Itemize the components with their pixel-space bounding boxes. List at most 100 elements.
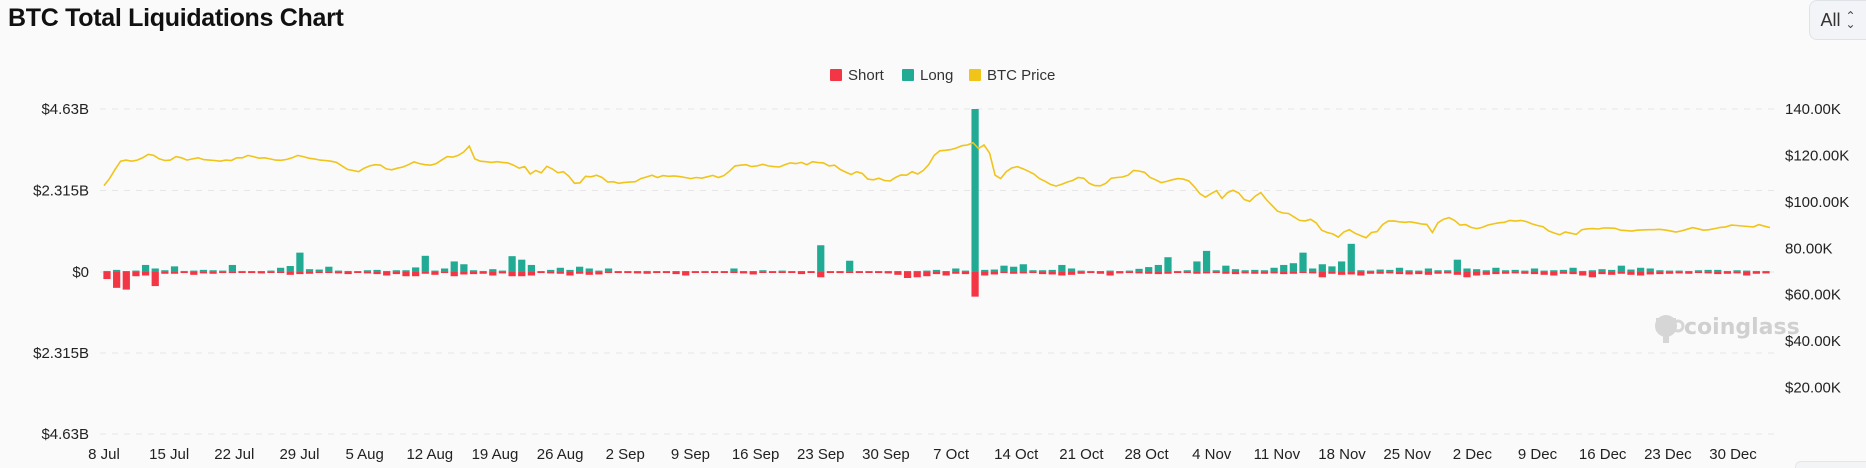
short-bar — [1559, 272, 1568, 274]
short-bar — [1010, 272, 1018, 274]
short-bar — [1714, 272, 1722, 275]
page-title: BTC Total Liquidations Chart — [8, 4, 344, 32]
short-bar — [1309, 272, 1317, 274]
short-bar — [1444, 272, 1452, 274]
long-bar — [238, 270, 246, 272]
short-bar — [219, 272, 227, 274]
liquidation-bars — [103, 109, 1770, 297]
long-bar — [1530, 268, 1539, 272]
long-bar — [1608, 269, 1616, 272]
short-bar — [566, 272, 574, 276]
y-left-tick: $4.63B — [41, 426, 89, 443]
short-bar — [1145, 272, 1153, 274]
short-bar — [749, 272, 757, 275]
short-bar — [778, 272, 786, 273]
short-bar — [1656, 272, 1664, 275]
short-bar — [797, 272, 806, 275]
short-bar — [1164, 272, 1172, 274]
short-bar — [865, 272, 873, 273]
long-bar — [460, 264, 468, 272]
short-bar — [305, 272, 314, 274]
chart-legend[interactable]: Short Long BTC Price — [830, 67, 1055, 84]
x-tick: 26 Aug — [537, 446, 584, 463]
long-bar — [1598, 269, 1606, 272]
short-bar — [604, 272, 613, 274]
long-bar — [199, 269, 208, 272]
long-bar — [1328, 266, 1336, 272]
long-bar — [846, 260, 854, 272]
short-bar — [624, 272, 632, 274]
short-bar — [952, 272, 960, 274]
long-bar — [1492, 267, 1500, 272]
short-bar — [315, 272, 323, 274]
long-bar — [1704, 269, 1712, 272]
short-bar — [1038, 272, 1047, 275]
long-bar — [469, 270, 478, 272]
long-bar — [739, 271, 748, 272]
x-tick: 16 Dec — [1579, 446, 1627, 463]
long-bar — [875, 271, 883, 272]
short-bar — [1540, 272, 1548, 275]
short-bar — [1280, 272, 1288, 275]
long-bar — [720, 271, 728, 272]
long-bar — [1337, 261, 1346, 272]
short-bar — [537, 272, 545, 274]
short-bar — [141, 272, 150, 276]
long-bar — [807, 271, 815, 272]
x-tick: 15 Jul — [149, 446, 189, 463]
long-bar — [286, 266, 294, 272]
long-bar — [1646, 268, 1654, 272]
watermark-text: coinglass — [1684, 315, 1800, 340]
x-tick: 4 Nov — [1192, 446, 1232, 463]
short-bar — [1087, 272, 1095, 274]
short-bar — [1598, 272, 1606, 275]
short-bar — [498, 272, 507, 274]
long-bar — [402, 270, 410, 272]
short-bar — [103, 272, 111, 280]
long-bar — [305, 269, 314, 272]
long-bar — [527, 264, 536, 272]
short-bar — [1289, 272, 1297, 274]
long-bar — [643, 270, 651, 272]
short-bar — [1424, 272, 1433, 275]
short-bar — [1743, 272, 1751, 276]
short-bar — [296, 272, 304, 275]
short-bar — [826, 272, 835, 273]
long-bar — [952, 268, 960, 272]
long-bar — [1501, 270, 1510, 272]
y-left-tick: $2.315B — [33, 183, 89, 200]
long-bar — [1183, 270, 1191, 272]
long-bar — [1376, 269, 1384, 272]
short-bar — [383, 272, 391, 276]
long-bar — [1656, 270, 1664, 272]
short-bar — [913, 272, 921, 278]
long-bar — [547, 269, 555, 272]
short-bar — [1183, 272, 1191, 274]
short-bar — [971, 272, 979, 297]
short-bar — [739, 272, 748, 274]
long-bar — [1386, 269, 1394, 272]
short-bar — [1231, 272, 1240, 275]
time-range-select[interactable]: All ⌃ ⌄ — [1809, 0, 1866, 40]
long-bar — [141, 264, 150, 272]
short-bar — [1617, 272, 1625, 274]
long-bar — [1743, 270, 1751, 272]
short-bar — [1405, 272, 1413, 275]
short-bar — [508, 272, 516, 277]
short-bar — [1193, 272, 1201, 274]
short-bar — [759, 272, 767, 273]
short-bar — [653, 272, 661, 274]
y-right-tick: $20.00K — [1785, 380, 1841, 397]
short-bar — [1482, 272, 1490, 275]
long-bar — [1444, 270, 1452, 272]
long-bar — [1617, 265, 1625, 272]
long-bar — [768, 271, 777, 272]
short-bar — [170, 272, 179, 274]
long-bar — [1058, 264, 1066, 272]
long-bar — [788, 271, 796, 272]
short-bar — [1029, 272, 1037, 274]
short-bar — [248, 272, 256, 274]
short-bar — [1135, 272, 1143, 274]
long-bar — [614, 271, 622, 272]
long-bar — [1675, 270, 1683, 272]
